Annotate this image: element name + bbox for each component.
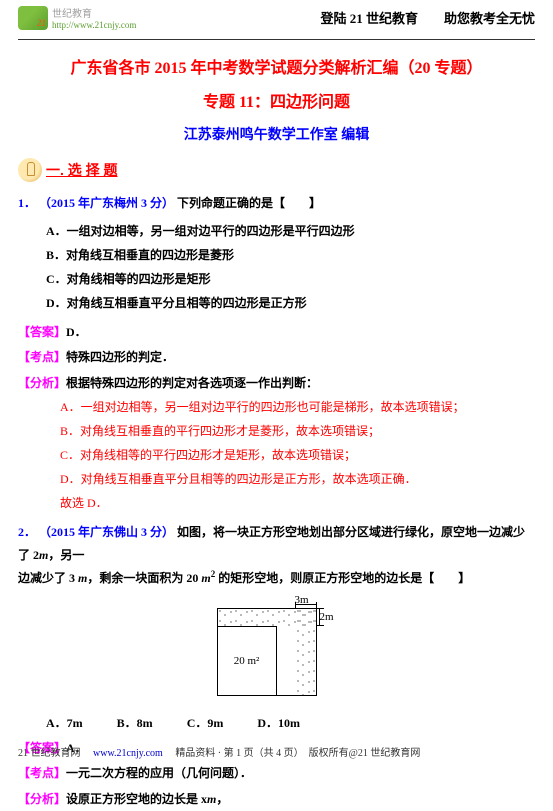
footer-mid: 精品资料 · 第 1 页（共 4 页） 版权所有@21 世纪教育网 xyxy=(175,748,420,759)
q2-figure: 3m 2m 20 m² xyxy=(207,596,347,706)
q1-source: （2015 年广东梅州 3 分） xyxy=(39,196,174,210)
fig-dim-top-line xyxy=(295,604,317,605)
q2-kp-label: 【考点】 xyxy=(18,766,66,780)
q1-answer-row: 【答案】D． xyxy=(18,323,535,340)
q2-text-e: 的矩形空地，则原正方形空地的边长是【 】 xyxy=(215,571,470,585)
q2-number: 2． xyxy=(18,525,36,539)
doc-title-line2: 专题 11：四边形问题 xyxy=(18,88,535,112)
fig-area-label: 20 m² xyxy=(234,655,260,667)
q1-an-head: 根据特殊四边形的判定对各选项逐一作出判断： xyxy=(66,376,318,390)
q1-an-b: B．对角线互相垂直的平行四边形才是菱形，故本选项错误； xyxy=(60,419,535,443)
q1-text: 下列命题正确的是【 】 xyxy=(177,196,321,210)
q2-text-b: ，另一 xyxy=(48,548,84,562)
q2-an-unit: m xyxy=(207,792,216,806)
q2-line2: 边减少了 3 m，剩余一块面积为 20 m2 的矩形空地，则原正方形空地的边长是… xyxy=(18,566,535,590)
fig-grass-right xyxy=(295,608,317,696)
fig-dim-side-line xyxy=(319,608,320,626)
q2-text-c: 边减少了 3 xyxy=(18,571,78,585)
q1-opt-a: A．一组对边相等，另一组对边平行的四边形是平行四边形 xyxy=(46,219,535,243)
q1-kp-label: 【考点】 xyxy=(18,350,66,364)
footer-url: www.21cnjy.com xyxy=(93,748,163,759)
header-slogan: 登陆 21 世纪教育 助您教考全无忧 xyxy=(320,8,535,27)
q2-an-text: 设原正方形空地的边长是 x xyxy=(66,792,207,806)
q2-opt-d: D．10m xyxy=(257,714,300,731)
q1-an-c: C．对角线相等的平行四边形才是矩形，故本选项错误； xyxy=(60,443,535,467)
q2-unit-1: m xyxy=(39,548,48,562)
logo-icon xyxy=(18,6,48,30)
logo-text-block: 世纪教育 http://www.21cnjy.com xyxy=(52,5,136,30)
q1-options: A．一组对边相等，另一组对边平行的四边形是平行四边形 B．对角线互相垂直的四边形… xyxy=(46,219,535,315)
section-heading: 一. 选 择 题 xyxy=(18,158,535,182)
section-label: 一. 选 择 题 xyxy=(46,160,118,180)
q2-an-tail: ， xyxy=(216,792,228,806)
q2-analysis: 【分析】设原正方形空地的边长是 xm， xyxy=(18,787,535,811)
q1-an-a: A．一组对边相等，另一组对边平行的四边形也可能是梯形，故本选项错误； xyxy=(60,395,535,419)
q1-keypoint: 特殊四边形的判定． xyxy=(66,350,174,364)
q2-an-label: 【分析】 xyxy=(18,792,66,806)
logo-caption: 世纪教育 xyxy=(52,5,136,20)
page-footer: 21 世纪教育网 www.21cnjy.com 精品资料 · 第 1 页（共 4… xyxy=(18,744,535,759)
q1-an-d: D．对角线互相垂直平分且相等的四边形是正方形，故本选项正确． xyxy=(60,467,535,491)
q2-text-d: ，剩余一块面积为 20 xyxy=(87,571,201,585)
page-header: 世纪教育 http://www.21cnjy.com 登陆 21 世纪教育 助您… xyxy=(18,0,535,40)
q1-opt-d: D．对角线互相垂直平分且相等的四边形是正方形 xyxy=(46,291,535,315)
q2-unit-2: m xyxy=(78,571,87,585)
thumb-icon xyxy=(18,158,42,182)
q1-an-end: 故选 D． xyxy=(60,491,535,515)
doc-title-line1: 广东省各市 2015 年中考数学试题分类解析汇编（20 专题） xyxy=(18,54,535,78)
q2-options: A．7m B．8m C．9m D．10m xyxy=(46,714,535,731)
fig-inner-rect: 20 m² xyxy=(217,626,277,696)
logo-url: http://www.21cnjy.com xyxy=(52,20,136,30)
q1-answer-label: 【答案】 xyxy=(18,325,66,339)
q2-opt-b: B．8m xyxy=(117,714,153,731)
q1-number: 1． xyxy=(18,196,36,210)
q2-stem: 2． （2015 年广东佛山 3 分） 如图，将一块正方形空地划出部分区域进行绿… xyxy=(18,521,535,590)
footer-site: 21 世纪教育网 xyxy=(18,748,81,759)
q1-analysis: 【分析】根据特殊四边形的判定对各选项逐一作出判断： A．一组对边相等，另一组对边… xyxy=(18,371,535,515)
q2-keypoint: 一元二次方程的应用（几何问题）． xyxy=(66,766,252,780)
q1-opt-b: B．对角线互相垂直的四边形是菱形 xyxy=(46,243,535,267)
q1-an-label: 【分析】 xyxy=(18,376,66,390)
q1-answer: D． xyxy=(66,325,87,339)
q2-unit-3: m xyxy=(201,571,210,585)
q2-keypoint-row: 【考点】一元二次方程的应用（几何问题）． xyxy=(18,764,535,781)
q2-opt-c: C．9m xyxy=(187,714,224,731)
fig-dim-side: 2m xyxy=(320,611,334,623)
q2-source: （2015 年广东佛山 3 分） xyxy=(39,525,174,539)
q1-stem: 1． （2015 年广东梅州 3 分） 下列命题正确的是【 】 xyxy=(18,192,535,215)
site-logo: 世纪教育 http://www.21cnjy.com xyxy=(18,5,136,30)
q1-keypoint-row: 【考点】特殊四边形的判定． xyxy=(18,348,535,365)
q1-opt-c: C．对角线相等的四边形是矩形 xyxy=(46,267,535,291)
q2-opt-a: A．7m xyxy=(46,714,83,731)
author-line: 江苏泰州鸣午数学工作室 编辑 xyxy=(18,124,535,144)
